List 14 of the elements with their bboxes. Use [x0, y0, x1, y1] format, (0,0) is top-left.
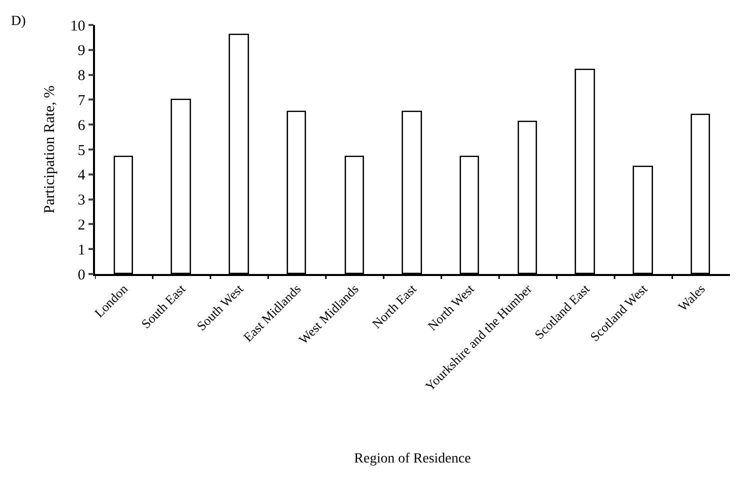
y-tick-label: 8: [78, 68, 86, 84]
x-axis-title: Region of Residence: [354, 452, 471, 467]
text: D): [11, 14, 26, 29]
y-tick-label: 3: [78, 192, 86, 209]
y-axis-title: Participation Rate, %: [42, 86, 58, 214]
y-tick-label: 7: [78, 92, 86, 109]
y-tick-label: 0: [78, 267, 86, 284]
y-tick-label: 2: [78, 217, 86, 234]
y-tick-label: 4: [78, 168, 86, 184]
y-tick-label: 1: [78, 242, 86, 258]
y-tick-label: 9: [78, 43, 86, 60]
y-tick-label: 6: [78, 118, 86, 134]
y-tick-label: 10: [70, 18, 86, 34]
y-tick-label: 5: [78, 142, 86, 159]
